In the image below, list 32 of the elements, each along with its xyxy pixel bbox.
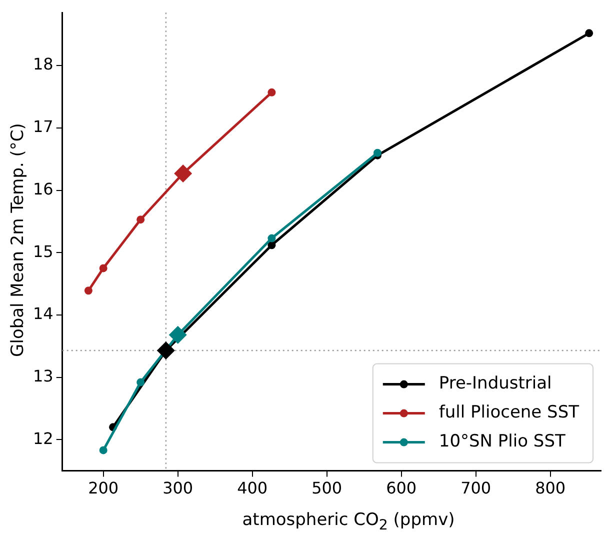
point (168, 326, 187, 344)
point (268, 241, 276, 250)
x-tick-label: 700 (460, 478, 492, 498)
point (174, 164, 192, 182)
x-tick-label: 600 (386, 478, 417, 498)
y-tick-label: 14 (33, 304, 54, 324)
legend-label: Pre-Industrial (438, 374, 552, 394)
point (99, 264, 108, 272)
y-tick-label: 16 (33, 179, 54, 198)
x-tick-label: 300 (162, 478, 194, 498)
point (268, 88, 276, 96)
point (136, 216, 145, 224)
y-tick-label: 18 (33, 54, 54, 74)
x-axis-title: atmospheric CO$_{2}$ (ppmv) (241, 510, 456, 534)
point (268, 234, 276, 242)
point (84, 286, 92, 295)
point (374, 148, 382, 157)
point (99, 446, 108, 454)
y-tick-label: 15 (33, 242, 54, 261)
point (136, 378, 145, 386)
point (156, 341, 175, 360)
y-axis-title: Global Mean 2m Temp. (°C) (8, 122, 28, 359)
legend-label: 10°SN Plio SST (438, 432, 566, 452)
y-tick-label: 13 (33, 366, 54, 386)
y-tick-label: 17 (33, 117, 54, 136)
x-tick-label: 800 (535, 478, 566, 498)
point (585, 29, 594, 38)
legend-label: full Pliocene SST (438, 402, 580, 423)
x-tick-label: 400 (237, 478, 268, 498)
y-tick-label: 12 (33, 428, 54, 448)
x-tick-label: 200 (88, 478, 119, 498)
x-tick-label: 500 (312, 478, 342, 498)
